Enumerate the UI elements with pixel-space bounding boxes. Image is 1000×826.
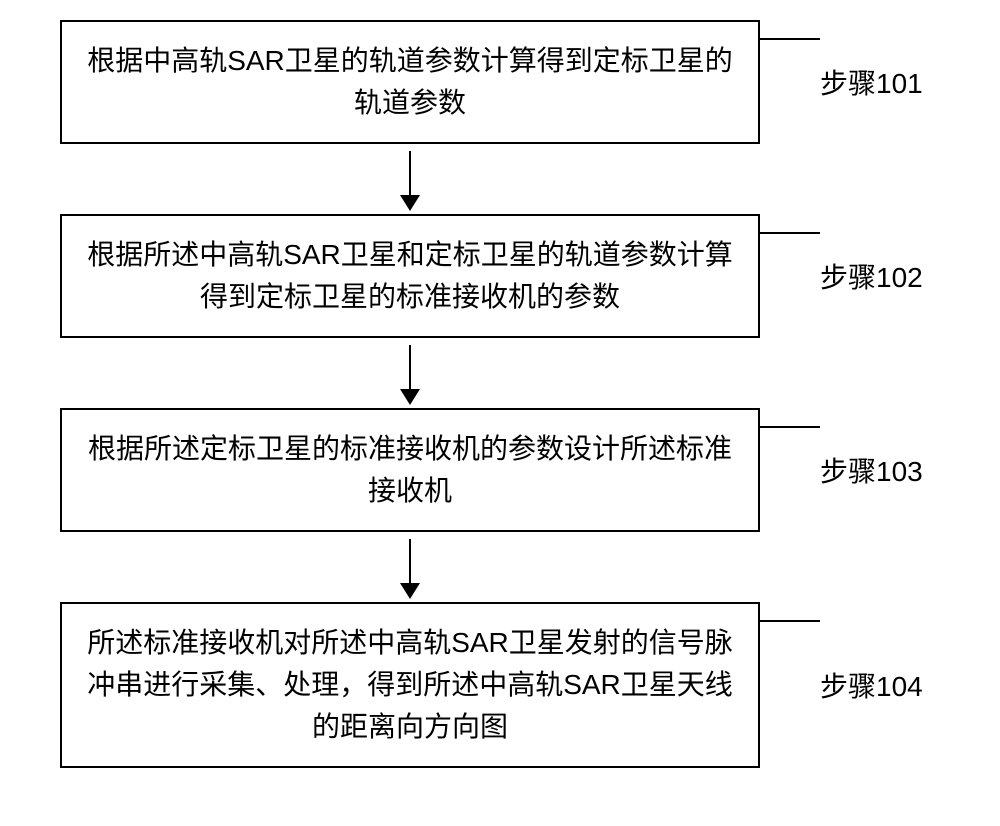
step-text-2: 根据所述中高轨SAR卫星和定标卫星的轨道参数计算得到定标卫星的标准接收机的参数: [87, 239, 733, 312]
step-box-2: 根据所述中高轨SAR卫星和定标卫星的轨道参数计算得到定标卫星的标准接收机的参数: [60, 214, 760, 338]
arrow-3: [60, 532, 760, 602]
step-row-3: 根据所述定标卫星的标准接收机的参数设计所述标准接收机 步骤103: [60, 408, 940, 532]
step-label-4: 步骤104: [820, 665, 923, 705]
arrow-head-3: [400, 583, 420, 599]
arrow-1: [60, 144, 760, 214]
step-label-1: 步骤101: [820, 62, 923, 102]
arrow-head-2: [400, 389, 420, 405]
step-box-4: 所述标准接收机对所述中高轨SAR卫星发射的信号脉冲串进行采集、处理，得到所述中高…: [60, 602, 760, 768]
connector-line-4: [760, 620, 820, 622]
step-box-1: 根据中高轨SAR卫星的轨道参数计算得到定标卫星的轨道参数: [60, 20, 760, 144]
step-row-1: 根据中高轨SAR卫星的轨道参数计算得到定标卫星的轨道参数 步骤101: [60, 20, 940, 144]
arrow-head-1: [400, 195, 420, 211]
connector-line-1: [760, 38, 820, 40]
connector-line-3: [760, 426, 820, 428]
step-row-4: 所述标准接收机对所述中高轨SAR卫星发射的信号脉冲串进行采集、处理，得到所述中高…: [60, 602, 940, 768]
step-row-2: 根据所述中高轨SAR卫星和定标卫星的轨道参数计算得到定标卫星的标准接收机的参数 …: [60, 214, 940, 338]
arrow-2: [60, 338, 760, 408]
step-text-3: 根据所述定标卫星的标准接收机的参数设计所述标准接收机: [88, 433, 732, 506]
step-label-3: 步骤103: [820, 450, 923, 490]
step-label-2: 步骤102: [820, 256, 923, 296]
step-box-3: 根据所述定标卫星的标准接收机的参数设计所述标准接收机: [60, 408, 760, 532]
connector-line-2: [760, 232, 820, 234]
step-text-1: 根据中高轨SAR卫星的轨道参数计算得到定标卫星的轨道参数: [87, 45, 733, 118]
step-text-4: 所述标准接收机对所述中高轨SAR卫星发射的信号脉冲串进行采集、处理，得到所述中高…: [87, 627, 733, 742]
flowchart-container: 根据中高轨SAR卫星的轨道参数计算得到定标卫星的轨道参数 步骤101 根据所述中…: [60, 20, 940, 768]
